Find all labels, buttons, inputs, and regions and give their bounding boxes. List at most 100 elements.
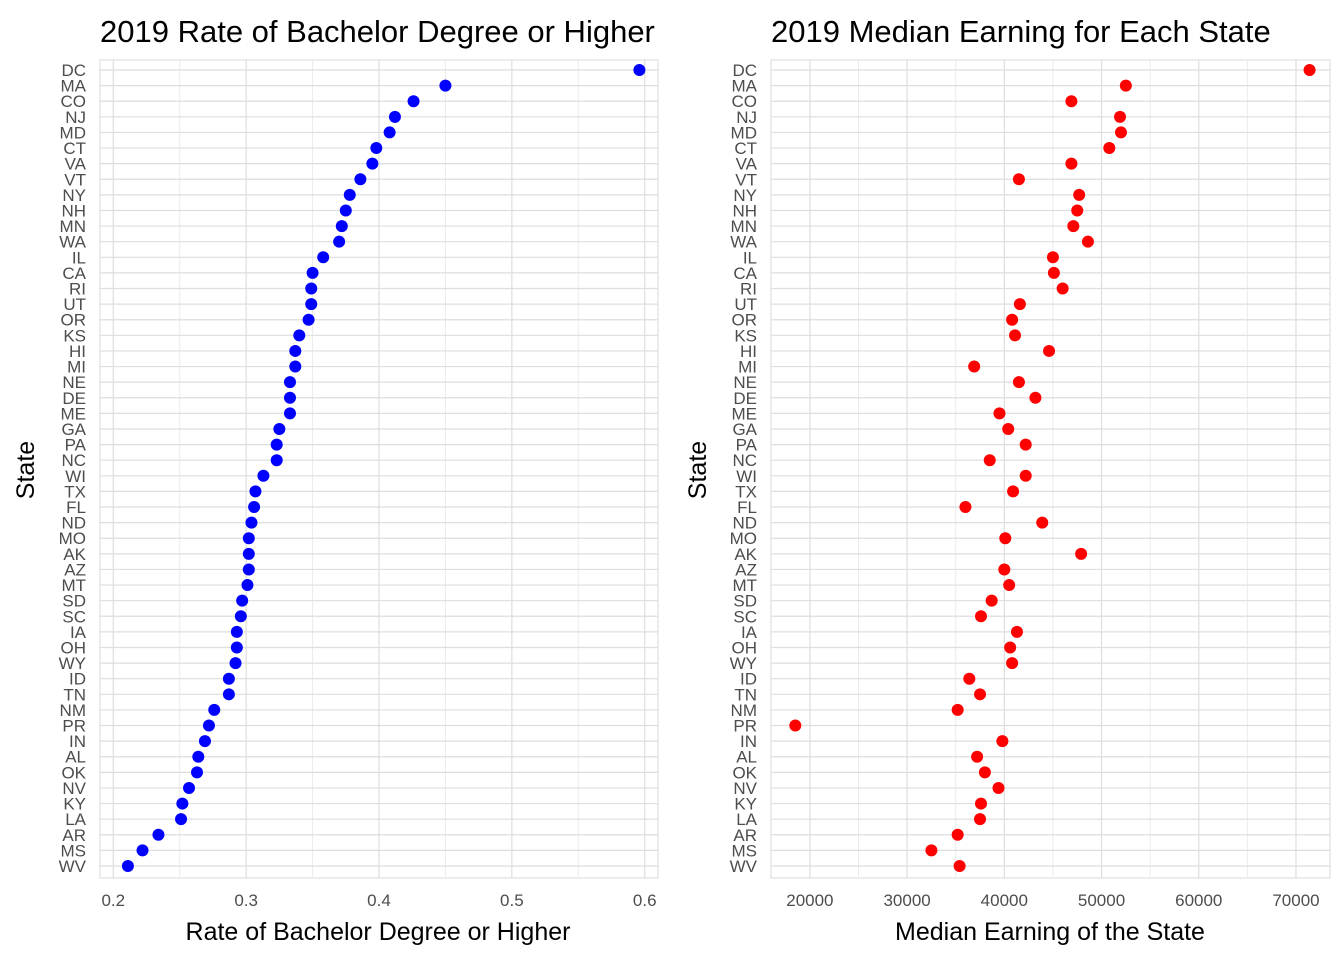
rate-state-label: NE (62, 373, 86, 392)
rate-state-label: MO (59, 529, 86, 548)
rate-point-nc (270, 454, 283, 467)
earning-point-ga (1002, 422, 1015, 435)
rate-state-label: IN (69, 732, 86, 751)
earning-point-pa (1019, 438, 1032, 451)
rate-point-nh (339, 204, 352, 217)
earning-state-label: WY (730, 654, 757, 673)
rate-state-label: LA (65, 810, 86, 829)
rate-state-label: NH (61, 201, 86, 220)
earning-state-label: WI (736, 467, 757, 486)
earning-point-ca (1047, 266, 1060, 279)
earning-state-label: MS (732, 841, 758, 860)
rate-point-md (383, 126, 396, 139)
earning-point-nj (1114, 110, 1127, 123)
earning-state-label: DE (733, 389, 757, 408)
earning-point-mn (1067, 220, 1080, 233)
earning-state-label: TX (735, 482, 757, 501)
rate-point-fl (248, 501, 261, 514)
earning-state-label: PR (733, 717, 757, 736)
earning-point-md (1114, 126, 1127, 139)
earning-state-label: HI (740, 342, 757, 361)
rate-state-label: SC (62, 607, 86, 626)
earning-state-label: PA (736, 436, 758, 455)
rate-state-label: OR (61, 311, 87, 330)
rate-state-label: OK (61, 763, 86, 782)
earning-point-il (1046, 251, 1059, 264)
rate-state-label: IL (72, 248, 86, 267)
rate-point-ca (306, 266, 319, 279)
earning-state-label: SD (733, 592, 757, 611)
rate-point-tn (222, 688, 235, 701)
rate-gridlines (99, 59, 659, 879)
earning-state-label: UT (734, 295, 757, 314)
rate-point-ma (439, 79, 452, 92)
earning-y-axis-title: State (684, 441, 712, 499)
rate-x-tick-label: 0.4 (367, 891, 391, 910)
earning-point-wv (953, 860, 966, 872)
earning-point-ia (1010, 625, 1023, 638)
rate-point-wv (121, 860, 134, 872)
rate-state-label: MN (60, 217, 86, 236)
earning-state-label: MI (738, 358, 757, 377)
rate-point-mt (241, 579, 254, 592)
rate-state-labels: DCMACONJMDCTVAVTNYNHMNWAILCARIUTORKSHIMI… (59, 61, 87, 876)
earning-x-axis-title: Median Earning of the State (895, 918, 1205, 946)
rate-state-label: RI (69, 280, 86, 299)
earning-state-label: OR (732, 311, 758, 330)
rate-point-ar (152, 828, 165, 841)
earning-chart-title: 2019 Median Earning for Each State (771, 14, 1271, 49)
earning-state-label: MD (731, 123, 757, 142)
rate-state-label: WV (59, 857, 87, 876)
earning-state-label: IA (741, 623, 758, 642)
earning-state-label: NH (732, 201, 757, 220)
earning-point-tx (1007, 485, 1020, 498)
rate-point-ut (305, 298, 318, 311)
earning-x-tick-label: 30000 (883, 891, 930, 910)
rate-state-label: NJ (65, 108, 86, 127)
rate-state-label: WA (59, 233, 86, 252)
rate-point-mn (335, 220, 348, 233)
earning-state-label: DC (732, 61, 757, 80)
rate-state-label: MI (67, 358, 86, 377)
earning-point-nv (992, 781, 1005, 794)
rate-point-ri (305, 282, 318, 295)
earning-state-label: AR (733, 826, 757, 845)
earning-point-mt (1003, 579, 1016, 592)
rate-point-il (317, 251, 330, 264)
rate-panel: 2019 Rate of Bachelor Degree or Higher R… (12, 14, 659, 946)
rate-state-label: FL (66, 498, 86, 517)
earning-point-in (996, 735, 1009, 748)
earning-state-label: MA (732, 77, 758, 96)
rate-state-label: ID (69, 670, 86, 689)
rate-state-label: PA (65, 436, 87, 455)
earning-state-label: NC (732, 451, 757, 470)
earning-point-la (974, 813, 987, 826)
earning-state-label: MT (732, 576, 757, 595)
rate-point-in (198, 735, 211, 748)
earning-state-label: MN (731, 217, 757, 236)
earning-state-label: ND (732, 514, 757, 533)
earning-point-or (1006, 313, 1019, 326)
earning-point-nh (1071, 204, 1084, 217)
rate-state-label: MT (61, 576, 86, 595)
rate-state-label: NV (62, 779, 86, 798)
earning-point-ms (925, 844, 938, 857)
earning-panel: 2019 Median Earning for Each State Media… (684, 14, 1331, 946)
rate-state-label: AK (63, 545, 86, 564)
earning-state-label: VT (735, 170, 757, 189)
rate-point-ne (283, 376, 296, 389)
rate-point-wi (257, 469, 270, 482)
earning-point-wi (1019, 469, 1032, 482)
earning-state-label: CO (732, 92, 758, 111)
rate-state-label: KS (63, 326, 86, 345)
rate-state-label: WY (59, 654, 86, 673)
rate-point-pr (202, 719, 215, 732)
earning-state-label: CA (733, 264, 757, 283)
rate-point-sd (236, 594, 249, 607)
rate-point-sc (234, 610, 247, 623)
earning-point-ky (974, 797, 987, 810)
rate-point-ny (343, 188, 356, 201)
rate-x-tick-label: 0.6 (633, 891, 657, 910)
earning-state-label: VA (736, 155, 758, 174)
